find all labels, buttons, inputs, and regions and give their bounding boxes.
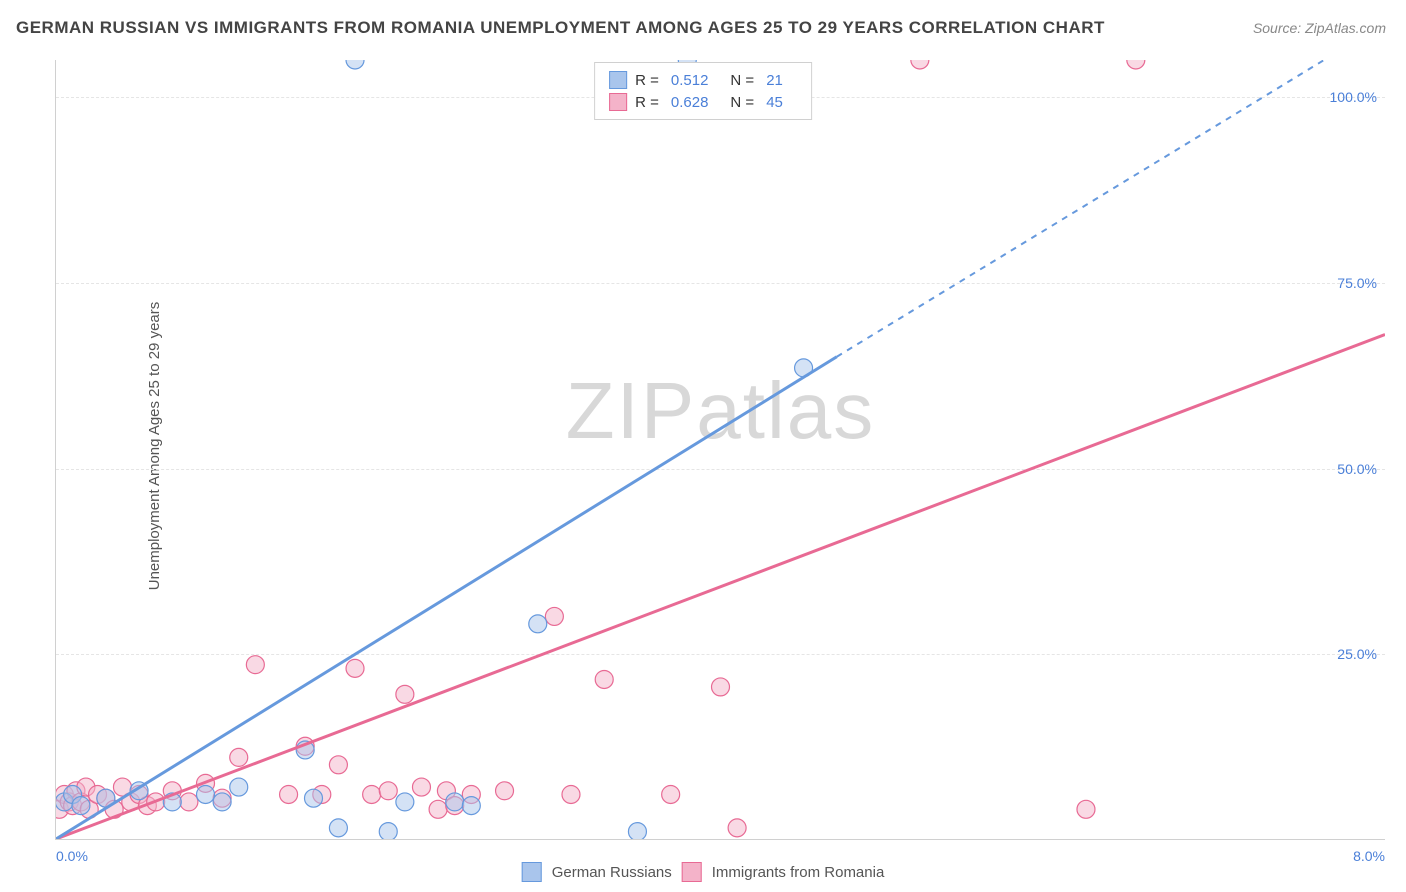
- swatch-series-1: [609, 93, 627, 111]
- legend-label-1: Immigrants from Romania: [712, 864, 885, 881]
- swatch-series-0: [609, 71, 627, 89]
- r-value-0: 0.512: [671, 72, 709, 89]
- source-label: Source: ZipAtlas.com: [1253, 20, 1386, 36]
- r-label-0: R =: [635, 72, 659, 89]
- series-legend: German Russians Immigrants from Romania: [522, 862, 885, 882]
- n-label-1: N =: [730, 94, 754, 111]
- n-value-1: 45: [766, 94, 783, 111]
- chart-title: GERMAN RUSSIAN VS IMMIGRANTS FROM ROMANI…: [16, 18, 1105, 38]
- legend-label-0: German Russians: [552, 864, 672, 881]
- plot-area: ZIPatlas 0.0% 8.0% 25.0%50.0%75.0%100.0%: [55, 60, 1385, 840]
- legend-row-1: R = 0.628 N = 45: [609, 91, 797, 113]
- scatter-plot-svg: [56, 60, 1385, 839]
- r-value-1: 0.628: [671, 94, 709, 111]
- swatch-bottom-1: [682, 862, 702, 882]
- legend-row-0: R = 0.512 N = 21: [609, 69, 797, 91]
- swatch-bottom-0: [522, 862, 542, 882]
- correlation-legend: R = 0.512 N = 21 R = 0.628 N = 45: [594, 62, 812, 120]
- r-label-1: R =: [635, 94, 659, 111]
- n-label-0: N =: [730, 72, 754, 89]
- n-value-0: 21: [766, 72, 783, 89]
- x-tick-min: 0.0%: [56, 848, 88, 864]
- x-tick-max: 8.0%: [1353, 848, 1385, 864]
